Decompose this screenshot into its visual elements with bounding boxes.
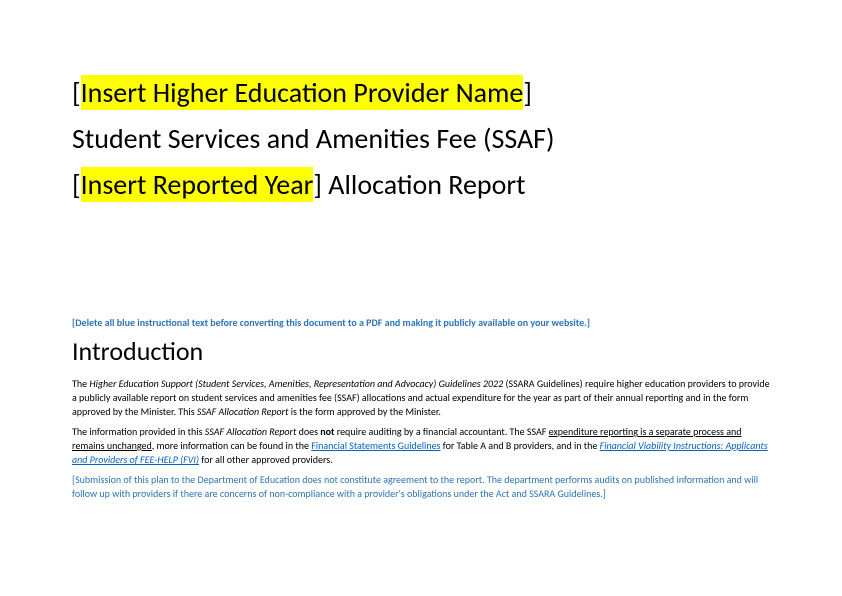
document-page: [Insert Higher Education Provider Name] … [0,0,842,501]
title-prefix: [ [72,75,81,110]
p2-t5: for Table A and B providers, and in the [440,439,599,452]
heading-introduction: Introduction [72,335,770,367]
blue-note-submission: [Submission of this plan to the Departme… [72,473,770,501]
title-line-1: [Insert Higher Education Provider Name] [72,72,770,114]
p1-italic2: SSAF Allocation Report [197,405,289,418]
p2-t3: require auditing by a financial accounta… [334,425,548,438]
p2-italic1: SSAF Allocation Report [205,425,297,438]
p1-italic1: Higher Education Support (Student Servic… [89,377,505,390]
title-suffix: ] [523,75,532,110]
p2-t2: does [296,425,320,438]
link-fvi-suffix: (FVI) [180,453,199,466]
blue-instruction-delete: [Delete all blue instructional text befo… [72,316,770,329]
p2-t6: for all other approved providers. [199,453,333,466]
link-financial-statements-guidelines[interactable]: Financial Statements Guidelines [311,439,440,452]
p2-t1: The information provided in this [72,425,205,438]
title-highlight-1: Insert Higher Education Provider Name [81,75,524,110]
paragraph-2: The information provided in this SSAF Al… [72,425,770,467]
paragraph-1: The Higher Education Support (Student Se… [72,377,770,419]
title-line-2: Student Services and Amenities Fee (SSAF… [72,118,770,160]
p1-t3: is the form approved by the Minister. [288,405,440,418]
title-highlight-2: Insert Reported Year [81,167,314,202]
p1-t1: The [72,377,89,390]
title3-prefix: [ [72,167,81,202]
p2-bold-not: not [320,425,334,438]
p2-t4: , more information can be found in the [152,439,311,452]
title-line-3: [Insert Reported Year] Allocation Report [72,164,770,206]
title3-suffix: ] Allocation Report [313,167,525,202]
